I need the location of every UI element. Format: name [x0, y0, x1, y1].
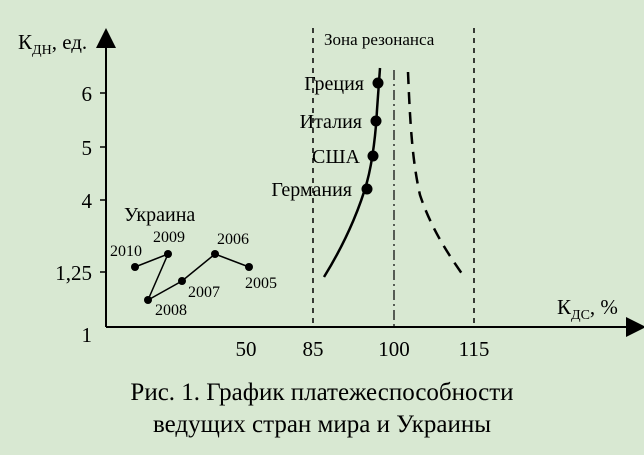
- y-tick-label-5: 5: [82, 136, 93, 160]
- point-ukraine-2009: [164, 250, 172, 258]
- resonance-zone-label: Зона резонанса: [324, 30, 435, 49]
- label-germany: Германия: [271, 179, 352, 201]
- point-ukraine-2010: [131, 263, 139, 271]
- x-tick-label-115: 115: [459, 337, 490, 361]
- x-axis-label-rest: , %: [590, 295, 618, 319]
- y-axis-label-rest: , ед.: [52, 30, 87, 54]
- label-ukraine-2008: 2008: [155, 302, 187, 319]
- figure-caption-line-2: ведущих стран мира и Украины: [152, 411, 492, 438]
- y-axis-label-main: К: [18, 30, 33, 54]
- label-ukraine-2006: 2006: [217, 231, 249, 248]
- label-ukraine-2005: 2005: [245, 275, 277, 292]
- x-tick-label-85: 85: [303, 337, 324, 361]
- label-ukraine-2007: 2007: [188, 284, 220, 301]
- x-axis-label-sub: ДС: [571, 308, 590, 323]
- y-axis-label: КДН, ед.: [18, 30, 87, 58]
- x-axis-label: КДС, %: [557, 295, 618, 323]
- y-tick-label-125: 1,25: [55, 261, 92, 285]
- point-greece: [372, 77, 384, 89]
- y-tick-label-1: 1: [82, 323, 93, 347]
- x-tick-label-100: 100: [378, 337, 410, 361]
- x-tick-label-50: 50: [236, 337, 257, 361]
- label-italy: Италия: [300, 111, 362, 133]
- point-germany: [361, 183, 373, 195]
- point-ukraine-2005: [245, 263, 253, 271]
- resonance-curve-right: [406, 71, 467, 279]
- label-usa: США: [312, 146, 361, 168]
- y-axis-label-sub: ДН: [32, 43, 52, 58]
- point-ukraine-2007: [178, 277, 186, 285]
- ukraine-trajectory-line: [134, 252, 250, 302]
- y-tick-label-4: 4: [82, 189, 93, 213]
- y-tick-label-6: 6: [82, 82, 93, 106]
- resonance-curve-left: [322, 67, 382, 278]
- label-ukraine-2009: 2009: [153, 229, 185, 246]
- point-usa: [367, 150, 379, 162]
- label-ukraine-2010: 2010: [110, 243, 142, 260]
- point-ukraine-2006: [211, 250, 219, 258]
- payment-capacity-chart: КДН, ед. КДС, % 6 5 4 1,25 1 50 85 100 1…: [18, 28, 644, 361]
- figure-caption-line-1: Рис. 1. График платежеспособности: [130, 379, 514, 406]
- point-italy: [370, 115, 382, 127]
- label-greece: Греция: [304, 73, 364, 95]
- point-ukraine-2008: [144, 296, 152, 304]
- ukraine-series-label: Украина: [124, 204, 195, 226]
- x-axis-label-main: К: [557, 295, 572, 319]
